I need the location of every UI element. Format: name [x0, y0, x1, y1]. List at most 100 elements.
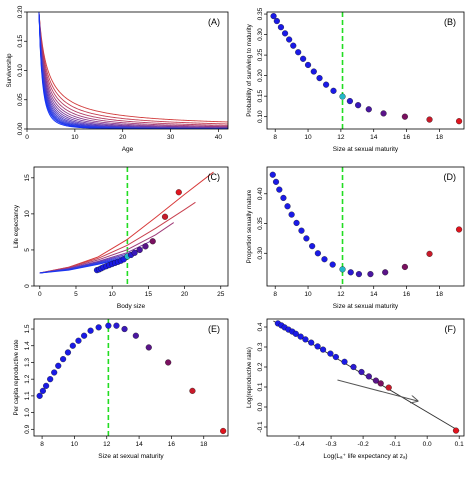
data-point — [220, 427, 227, 435]
data-point — [87, 327, 94, 334]
survivorship-curve — [38, 12, 228, 129]
x-axis-label: Age — [122, 146, 134, 153]
data-point — [401, 113, 408, 120]
panel-e: 8 10 12 14 16 18 0.9 1.0 1.1 1.2 1.3 1.4 1.5 Size at … — [13, 318, 229, 460]
data-point — [270, 13, 277, 20]
x-tick-label: -0.4 — [293, 441, 305, 448]
x-tick-label: 0.0 — [423, 441, 432, 448]
survivorship-curve — [38, 12, 228, 129]
data-point — [372, 377, 379, 384]
x-axis-label: Body size — [117, 303, 146, 310]
data-point — [298, 227, 305, 234]
data-point — [365, 373, 372, 380]
data-point — [132, 332, 139, 339]
survivorship-curve — [38, 12, 228, 129]
x-tick-label: 0.1 — [455, 441, 464, 448]
data-point — [341, 358, 348, 365]
y-tick-label: 1.5 — [24, 324, 31, 333]
survivorship-curve — [38, 12, 228, 126]
data-point — [329, 261, 336, 268]
y-tick-label: 0.15 — [17, 35, 24, 48]
y-tick-label: 0.0 — [257, 402, 264, 411]
data-point — [189, 387, 196, 394]
data-point — [456, 118, 463, 125]
panel-label: (C) — [208, 172, 221, 182]
x-tick-label: 15 — [145, 291, 153, 298]
y-tick-label: 0.10 — [257, 110, 264, 123]
data-point — [60, 356, 67, 363]
x-axis-label: Log(Lₐ⁺ life expectancy at zₐ) — [323, 453, 407, 460]
plot-frame — [33, 166, 229, 287]
y-tick-label: 1.4 — [24, 341, 31, 350]
data-point — [290, 42, 297, 49]
data-point — [161, 213, 169, 220]
survivorship-curve — [38, 12, 228, 129]
data-point — [426, 250, 433, 257]
y-tick-label: 0.4 — [257, 322, 264, 331]
data-point — [276, 186, 283, 193]
data-point — [300, 55, 307, 62]
x-tick-label: 8 — [273, 291, 277, 298]
plot-frame — [33, 318, 229, 437]
data-point — [145, 344, 152, 351]
data-point — [297, 333, 304, 340]
plot-area — [270, 12, 463, 129]
data-point — [269, 171, 276, 178]
data-point — [339, 266, 346, 273]
y-tick-label: 1.1 — [24, 391, 31, 400]
y-tick-label: 0.20 — [257, 69, 264, 82]
data-point — [165, 359, 172, 366]
x-tick-label: 12 — [337, 134, 345, 141]
plot-area — [39, 167, 214, 286]
x-tick-label: 18 — [200, 441, 208, 448]
x-axis-label: Size at sexual maturity — [333, 146, 399, 153]
plot-area — [269, 167, 463, 286]
y-tick-label: 1.0 — [24, 408, 31, 417]
x-tick-label: 30 — [167, 134, 175, 141]
panel-label: (D) — [444, 172, 457, 182]
x-tick-label: 14 — [370, 291, 378, 298]
panel-c: 0 5 10 15 20 25 0 5 10 15 Body size Life expectancy… — [13, 166, 229, 310]
y-axis-label: Survivorship — [6, 53, 13, 88]
data-point — [327, 350, 334, 357]
y-tick-label: 0.1 — [257, 382, 264, 391]
plot-area — [273, 320, 460, 434]
plot-frame — [266, 11, 465, 130]
x-tick-label: 0 — [38, 291, 42, 298]
y-tick-label: 0.15 — [257, 89, 264, 102]
x-axis-label: Size at sexual maturity — [98, 453, 164, 460]
panel-label: (A) — [208, 17, 220, 27]
data-point — [81, 332, 88, 339]
data-point — [377, 380, 384, 387]
x-tick-label: 25 — [217, 291, 225, 298]
data-point — [292, 330, 299, 337]
y-tick-label: 0.3 — [257, 342, 264, 351]
y-tick-label: 0.25 — [257, 48, 264, 61]
data-point — [314, 343, 321, 350]
data-point — [309, 243, 316, 250]
panel-b: 8 10 12 14 16 18 0.10 0.15 0.20 0.25 0.30 0.35 Size … — [246, 7, 465, 153]
x-tick-label: 10 — [71, 441, 79, 448]
data-point — [346, 98, 353, 105]
plot-frame — [26, 11, 229, 130]
y-tick-label: -0.1 — [257, 421, 264, 433]
data-point — [426, 116, 433, 123]
data-point — [293, 219, 300, 227]
data-point — [339, 93, 346, 100]
data-point — [332, 353, 339, 361]
data-point — [286, 36, 293, 43]
data-point — [36, 392, 43, 399]
x-tick-label: 12 — [337, 291, 345, 298]
data-point — [284, 203, 291, 210]
data-point — [149, 238, 156, 245]
x-tick-label: 20 — [181, 291, 189, 298]
y-tick-label: 0.00 — [17, 122, 24, 135]
data-point — [39, 387, 46, 394]
trend-arrow — [337, 379, 417, 401]
data-point — [308, 339, 315, 346]
data-point — [281, 30, 289, 37]
data-point — [121, 325, 128, 333]
x-tick-label: 40 — [215, 134, 223, 141]
